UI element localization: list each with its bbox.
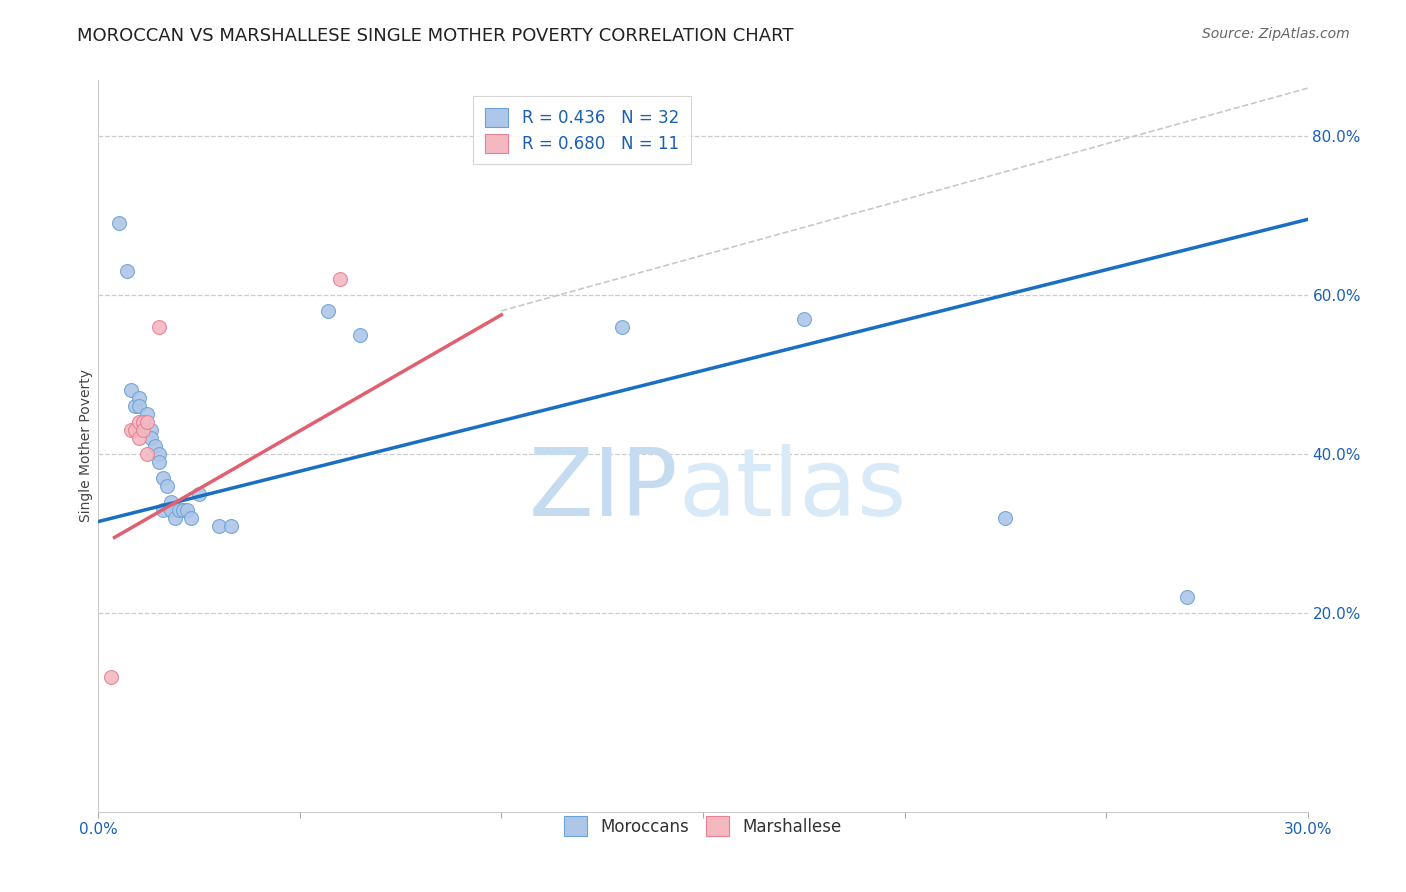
- Point: [128, 415, 150, 429]
- Text: Source: ZipAtlas.com: Source: ZipAtlas.com: [1202, 27, 1350, 41]
- Point: [128, 431, 150, 445]
- Point: [139, 423, 162, 437]
- Point: [160, 502, 183, 516]
- Point: [208, 518, 231, 533]
- Point: [135, 447, 157, 461]
- Point: [152, 471, 174, 485]
- Point: [148, 455, 170, 469]
- Point: [160, 494, 183, 508]
- Text: atlas: atlas: [679, 444, 907, 536]
- Point: [143, 439, 166, 453]
- Point: [329, 272, 352, 286]
- Point: [316, 303, 339, 318]
- Point: [148, 319, 170, 334]
- Point: [172, 502, 194, 516]
- Point: [120, 384, 142, 398]
- Point: [135, 415, 157, 429]
- Point: [139, 431, 162, 445]
- Text: MOROCCAN VS MARSHALLESE SINGLE MOTHER POVERTY CORRELATION CHART: MOROCCAN VS MARSHALLESE SINGLE MOTHER PO…: [77, 27, 794, 45]
- Point: [612, 319, 634, 334]
- Point: [124, 399, 146, 413]
- Legend: Moroccans, Marshallese: Moroccans, Marshallese: [553, 805, 853, 847]
- Point: [132, 423, 155, 437]
- Point: [107, 216, 129, 230]
- Point: [128, 399, 150, 413]
- Point: [152, 502, 174, 516]
- Point: [124, 423, 146, 437]
- Point: [994, 510, 1017, 524]
- Point: [221, 518, 243, 533]
- Point: [793, 311, 815, 326]
- Text: ZIP: ZIP: [529, 444, 679, 536]
- Point: [180, 510, 202, 524]
- Point: [163, 510, 186, 524]
- Point: [176, 502, 198, 516]
- Point: [188, 486, 211, 500]
- Y-axis label: Single Mother Poverty: Single Mother Poverty: [79, 369, 93, 523]
- Point: [120, 423, 142, 437]
- Point: [128, 392, 150, 406]
- Point: [132, 415, 155, 429]
- Point: [100, 669, 122, 683]
- Point: [156, 479, 179, 493]
- Point: [1175, 590, 1198, 604]
- Point: [132, 415, 155, 429]
- Point: [135, 407, 157, 421]
- Point: [167, 502, 190, 516]
- Point: [115, 264, 138, 278]
- Point: [148, 447, 170, 461]
- Point: [349, 327, 371, 342]
